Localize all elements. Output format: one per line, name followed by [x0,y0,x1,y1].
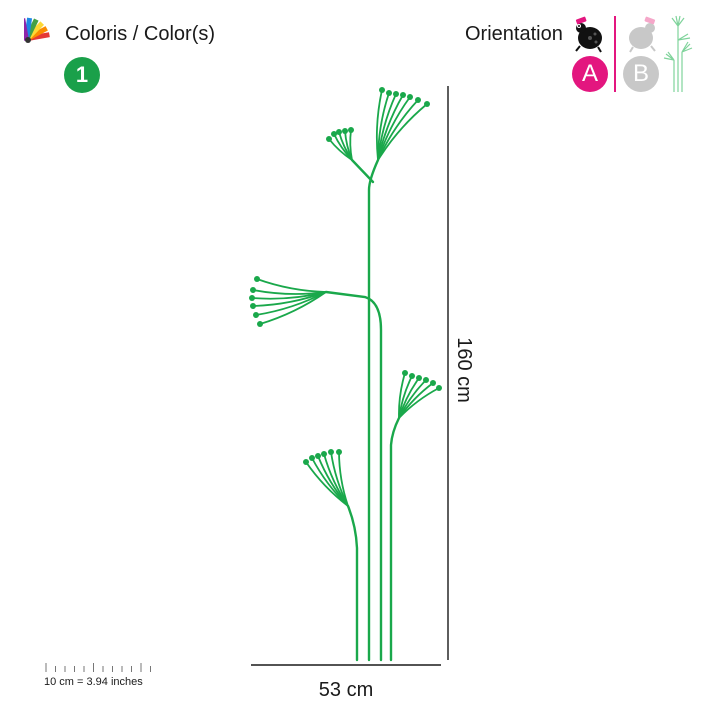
fan-top-filament [377,103,428,161]
sheep-icon [621,14,661,54]
stem-branch-upper [350,158,375,184]
fan-top-bud [379,87,385,93]
orientation-divider [614,16,616,92]
fan-big-left-filament [259,291,327,325]
fan-low-left-bud [336,449,342,455]
fan-upper-left-bud [342,128,348,134]
scale-label: 10 cm = 3.94 inches [44,676,143,688]
fan-big-left-bud [250,303,256,309]
fan-big-left-filament [256,278,327,293]
fan-right-bud [430,380,436,386]
fan-upper-left-filament [349,129,353,161]
fan-upper-left-bud [331,131,337,137]
fan-top-bud [424,101,430,107]
scale-ruler [45,663,151,672]
fan-low-left [303,449,349,507]
fan-upper-left-bud [336,129,342,135]
orientation-option-a-label: A [581,60,598,87]
fan-low-left-bud [309,455,315,461]
orientation-label: Orientation [465,23,563,45]
fan-low-left-bud [303,459,309,465]
fan-big-left-bud [254,276,260,282]
fan-right-bud [436,385,442,391]
fan-top-bud [407,94,413,100]
ladybug-icon [570,14,610,54]
fan-top-bud [386,90,392,96]
fan-big-left-bud [249,295,255,301]
fan-low-left-filament [338,451,349,507]
fan-big-left-filament [252,291,327,307]
fan-big-left-bud [257,321,263,327]
fan-big-left-bud [250,287,256,293]
colors-label: Coloris / Color(s) [65,23,216,45]
plant-group [324,158,401,662]
color-count-badge: 1 [64,57,100,93]
stem-short [346,504,359,662]
fan-right-bud [402,370,408,376]
flower-fans [249,87,442,507]
fan-big-left-bud [253,312,259,318]
width-dimension-label: 53 cm [318,679,374,701]
orientation-option-b[interactable]: B [623,56,659,92]
stem-middle [324,290,383,662]
fan-big-left-filament [255,291,327,316]
orientation-option-a[interactable]: A [572,56,608,92]
fan-right-bud [416,375,422,381]
fan-big-left [249,276,327,327]
height-dimension-label: 160 cm [453,337,475,403]
fan-top [375,87,430,161]
orientation-option-b-label: B [632,60,649,87]
fan-upper-left-bud [348,127,354,133]
fan-low-left-bud [328,449,334,455]
fan-low-left-bud [315,453,321,459]
fan-upper-left [326,127,354,161]
stem-right [389,416,401,662]
fan-right-bud [423,377,429,383]
fan-right [398,370,442,419]
fan-low-left-bud [321,451,327,457]
fan-right-filament [398,387,440,419]
fan-top-bud [393,91,399,97]
plant-preview-icon [660,14,696,92]
color-count-value: 1 [75,62,89,87]
fan-upper-left-bud [326,136,332,142]
fan-top-bud [415,97,421,103]
stem-tall [367,158,380,662]
fan-top-bud [400,92,406,98]
fan-right-bud [409,373,415,379]
